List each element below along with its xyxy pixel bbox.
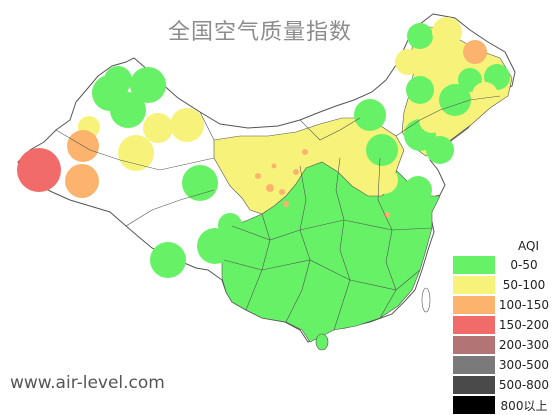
legend-item: 500-800 — [453, 375, 553, 395]
legend-item: 800以上 — [453, 395, 553, 415]
legend-item: 300-500 — [453, 355, 553, 375]
legend-label: 300-500 — [498, 358, 550, 372]
province-borders — [55, 95, 501, 331]
region-yellow-north — [213, 117, 405, 215]
legend-swatch — [453, 256, 495, 274]
aqi-legend: AQI 0-50 50-100 100-150 150-200 200-300 … — [453, 238, 553, 415]
legend-swatch — [453, 316, 495, 334]
hainan-island — [315, 333, 329, 351]
site-url[interactable]: www.air-level.com — [10, 373, 165, 393]
legend-item: 50-100 — [453, 275, 553, 295]
legend-swatch — [453, 396, 495, 414]
legend-label: 500-800 — [498, 378, 550, 392]
taiwan-island — [421, 287, 431, 313]
legend-label: 200-300 — [498, 338, 550, 352]
legend-swatch — [453, 336, 495, 354]
legend-swatch — [453, 296, 495, 314]
legend-label: 150-200 — [498, 318, 550, 332]
legend-swatch — [453, 376, 495, 394]
legend-label: 0-50 — [510, 258, 538, 272]
west-blobs — [17, 66, 242, 278]
map-title: 全国空气质量指数 — [167, 20, 352, 45]
legend-label: 800以上 — [500, 398, 548, 413]
legend-item: 200-300 — [453, 335, 553, 355]
legend-item: 0-50 — [453, 255, 553, 275]
legend-title: AQI — [518, 239, 539, 253]
orange-patch-ne — [463, 40, 487, 64]
legend-label: 100-150 — [498, 298, 550, 312]
legend-item: 100-150 — [453, 295, 553, 315]
legend-item: 150-200 — [453, 315, 553, 335]
legend-label: 50-100 — [502, 278, 546, 292]
legend-swatch — [453, 276, 495, 294]
yellow-patches-north — [370, 17, 498, 194]
legend-swatch — [453, 356, 495, 374]
china-aqi-map — [17, 13, 516, 351]
